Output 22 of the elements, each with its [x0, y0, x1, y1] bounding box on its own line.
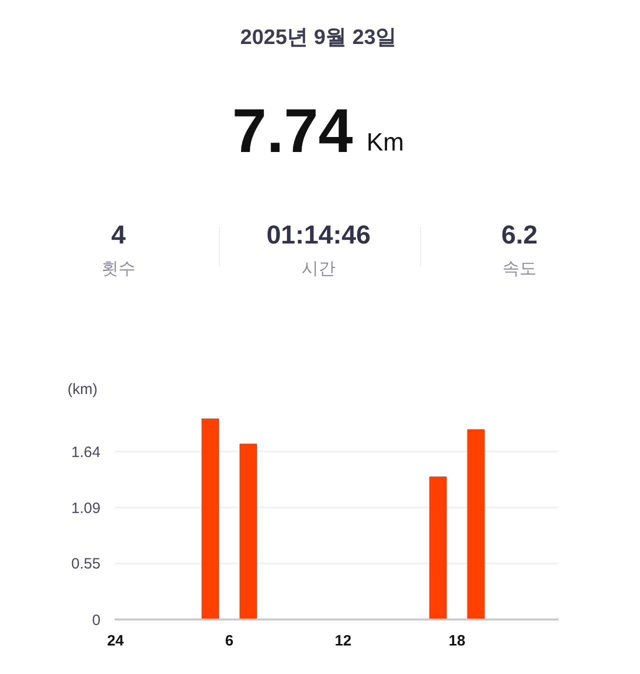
text: 7.74	[232, 97, 354, 166]
bar	[240, 444, 258, 620]
text: 횟수	[102, 259, 136, 278]
text: Km	[366, 128, 404, 156]
text: 4	[111, 220, 126, 250]
chart-title: 2025년 9월 23일	[240, 26, 397, 49]
text: 6.2	[501, 220, 538, 250]
y-tick-label: 0	[92, 612, 100, 629]
x-tick-label: 6	[225, 632, 234, 650]
y-tick-label: 1.09	[71, 500, 101, 518]
text: 01:14:46	[266, 220, 371, 250]
bar	[202, 418, 220, 620]
text: 시간	[302, 259, 336, 278]
y-tick-label: 1.64	[71, 444, 101, 461]
text: 속도	[502, 259, 536, 278]
bar	[467, 429, 485, 620]
bar	[429, 476, 447, 620]
x-tick-label: 24	[107, 632, 124, 650]
y-axis-title: (km)	[68, 381, 98, 398]
y-tick-label: 0.55	[71, 556, 101, 573]
x-tick-label: 12	[334, 632, 352, 650]
x-tick-label: 18	[448, 632, 466, 650]
